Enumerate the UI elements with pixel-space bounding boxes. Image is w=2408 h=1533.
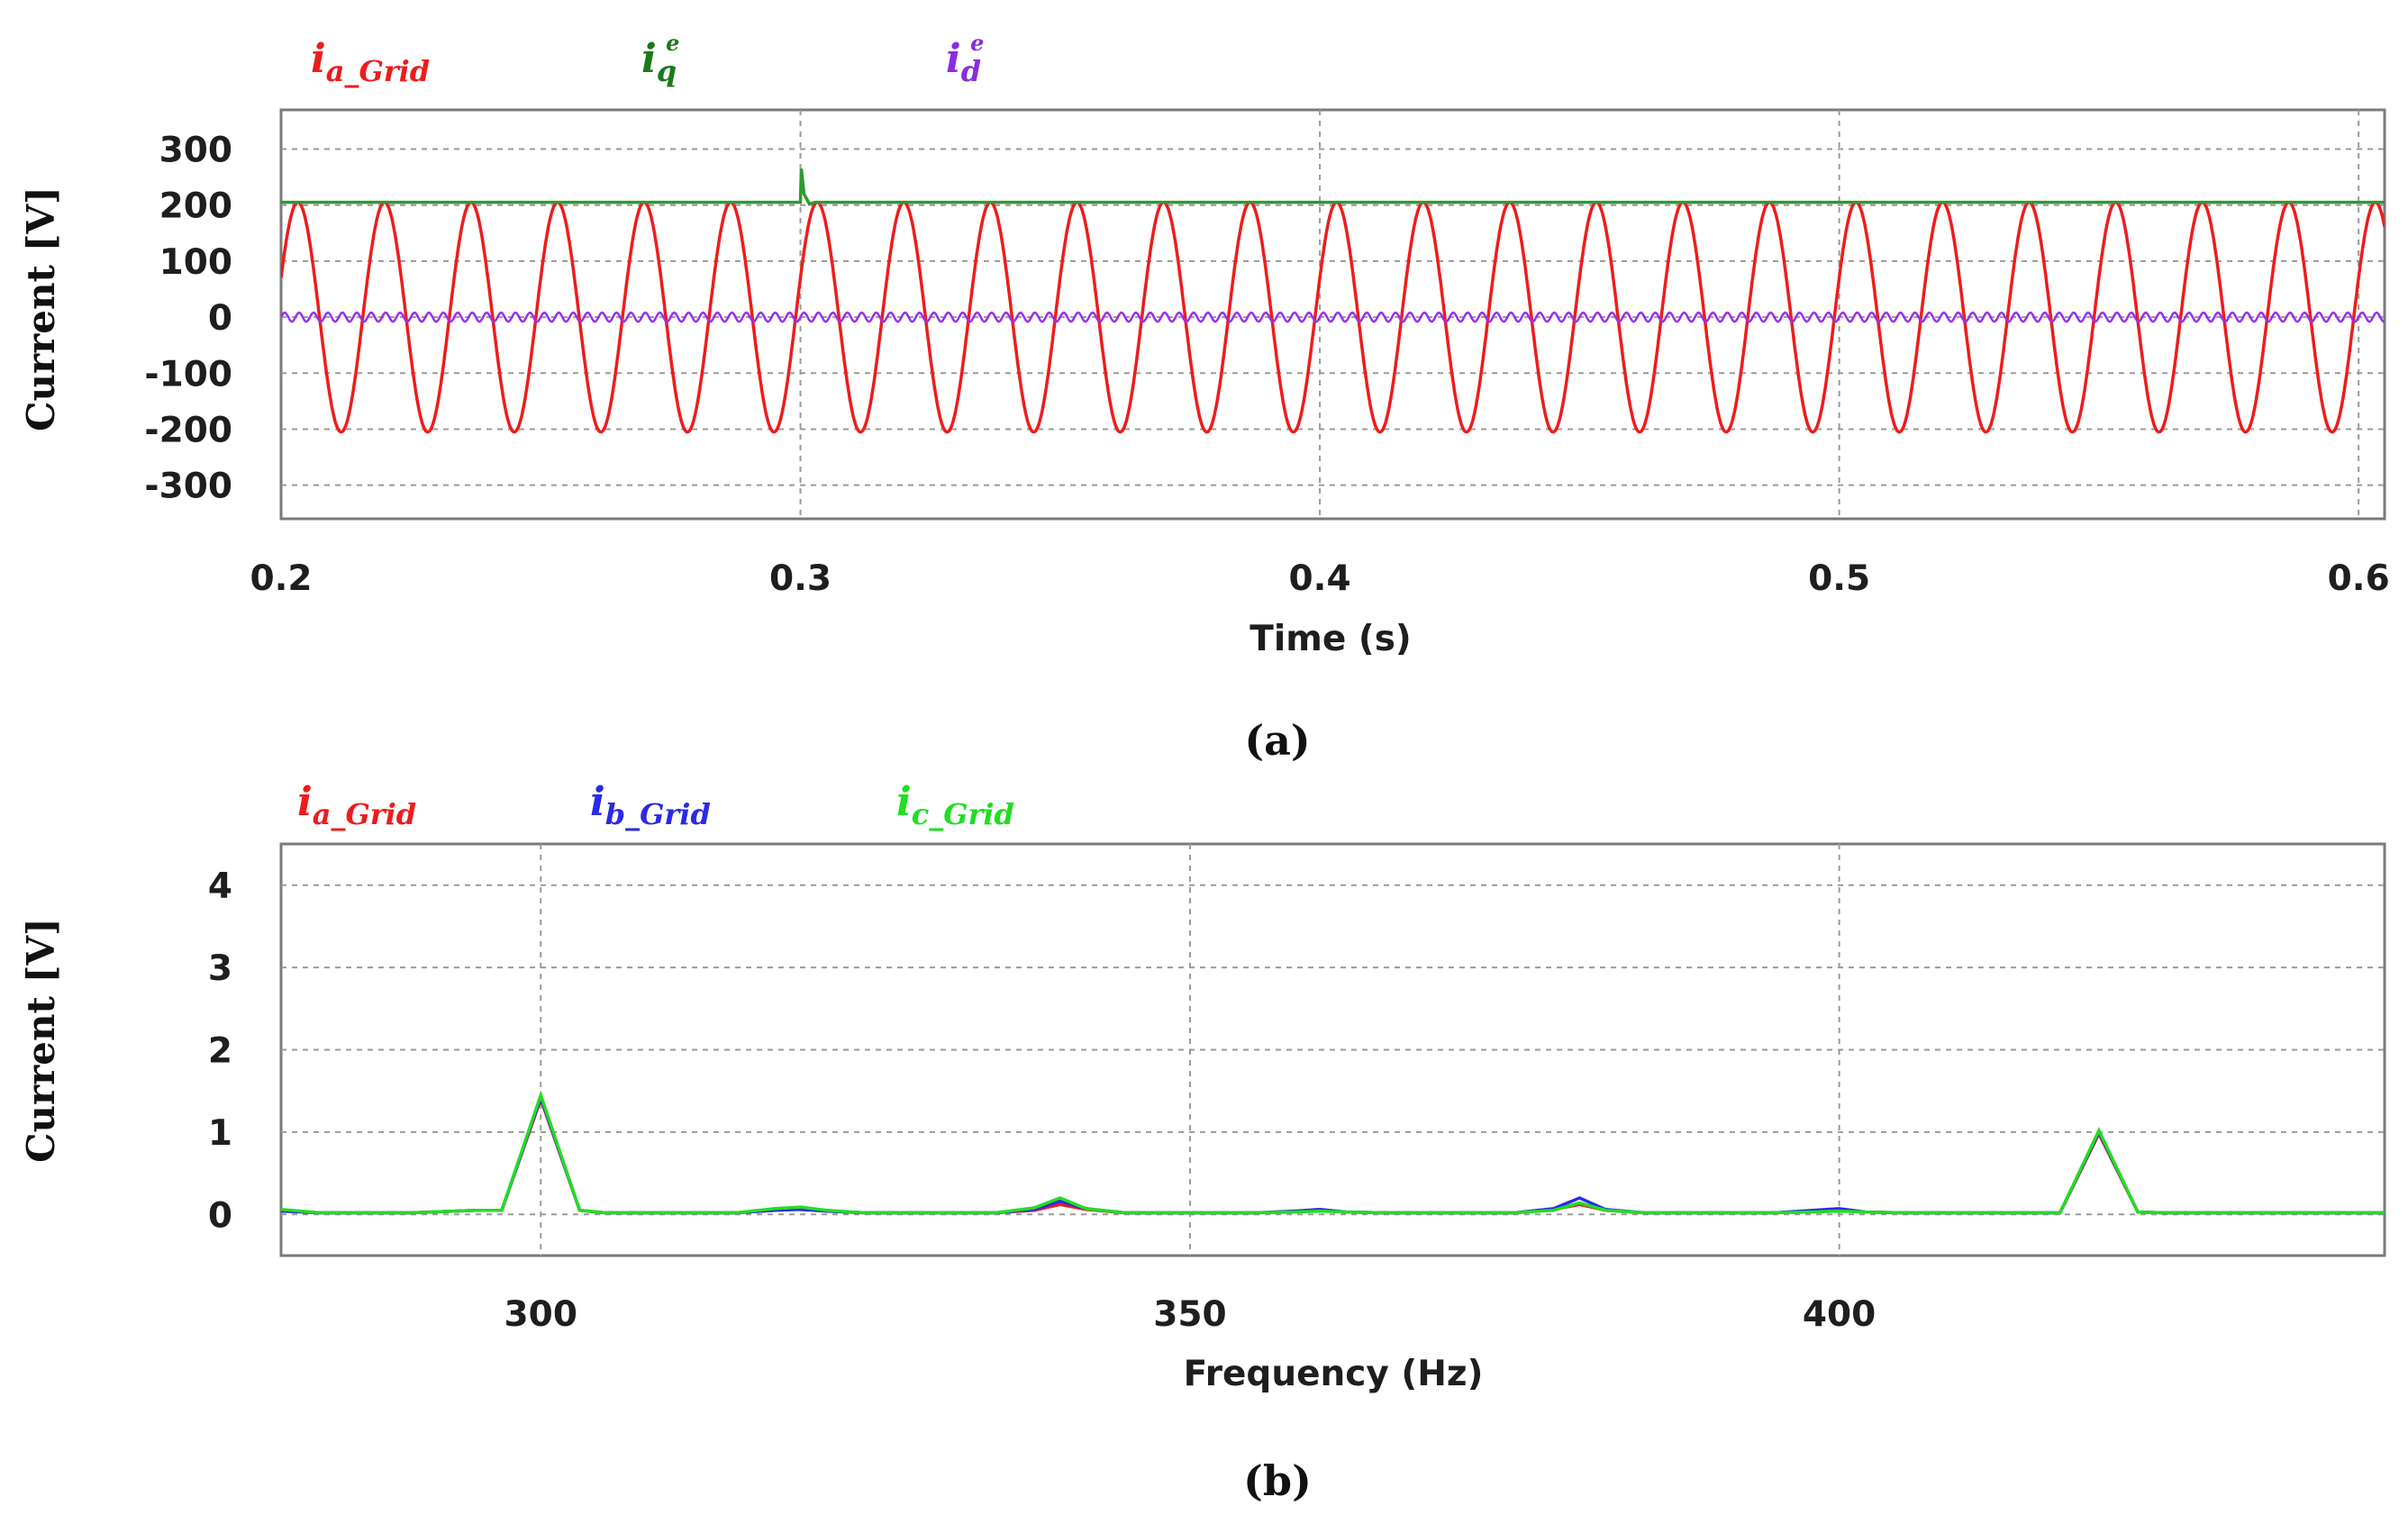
y-tick-label: 2 — [208, 1031, 232, 1072]
legend-subscript: d — [961, 54, 981, 88]
legend-item-0: ia_Grid — [311, 36, 430, 88]
legend-main: i — [641, 36, 657, 82]
legend-subscript: b_Grid — [605, 797, 711, 831]
x-tick-label: 0.5 — [1808, 558, 1870, 599]
y-ticks-b: 4 3 2 1 0 — [208, 866, 232, 1237]
y-tick-label: 4 — [208, 866, 232, 907]
caption-b: (b) — [1243, 1456, 1312, 1505]
y-tick-label: 1 — [208, 1113, 232, 1154]
y-axis-title-b: Current [V] — [19, 918, 63, 1163]
y-ticks-a: 300 200 100 0 -100 -200 -300 — [144, 131, 232, 507]
x-ticks-b: 300 350 400 — [504, 1294, 1876, 1335]
series-line-id_e — [281, 311, 2385, 323]
x-axis-title-a: Time (s) — [1249, 619, 1412, 659]
grid-b — [281, 844, 2385, 1256]
y-tick-label: -300 — [144, 467, 232, 507]
series-line-ic_Grid — [281, 1090, 2385, 1215]
legend-b: ia_Grid ib_Grid ic_Grid — [297, 779, 1014, 831]
x-tick-label: 350 — [1153, 1294, 1226, 1335]
legend-subscript: a_Grid — [326, 54, 430, 88]
legend-main: i — [590, 779, 605, 825]
x-tick-label: 0.6 — [2328, 558, 2390, 599]
x-tick-label: 400 — [1803, 1294, 1876, 1335]
x-tick-label: 0.4 — [1289, 558, 1351, 599]
legend-main: i — [896, 779, 912, 825]
legend-main: i — [297, 779, 313, 825]
grid-a — [281, 110, 2385, 519]
y-tick-label: 0 — [208, 298, 232, 339]
series-line-ia_Grid — [281, 200, 2385, 434]
legend-item-2: ic_Grid — [896, 779, 1014, 831]
x-tick-label: 0.3 — [769, 558, 831, 599]
y-tick-label: 100 — [159, 242, 232, 283]
legend-subscript: a_Grid — [313, 797, 416, 831]
x-tick-label: 0.2 — [250, 558, 312, 599]
series-line-iq_e — [281, 168, 2385, 206]
series-b — [281, 1090, 2385, 1215]
x-tick-label: 300 — [504, 1294, 577, 1335]
series-a — [281, 168, 2385, 434]
y-tick-label: 0 — [208, 1195, 232, 1236]
y-tick-label: 3 — [208, 948, 232, 989]
y-tick-label: -100 — [144, 354, 232, 395]
caption-a: (a) — [1244, 716, 1310, 765]
y-tick-label: 300 — [159, 131, 232, 171]
y-axis-title-a: Current [V] — [19, 186, 63, 431]
legend-a: ia_Grid iqe ide — [311, 30, 984, 88]
legend-item-1: ib_Grid — [590, 779, 711, 831]
legend-item-0: ia_Grid — [297, 779, 416, 831]
y-tick-label: 200 — [159, 186, 232, 227]
legend-subscript: q — [657, 54, 677, 88]
plot-area-a — [279, 108, 2386, 521]
x-ticks-a: 0.2 0.3 0.4 0.5 0.6 — [250, 558, 2389, 599]
legend-main: i — [946, 36, 961, 82]
legend-subscript: c_Grid — [912, 797, 1014, 831]
legend-superscript: e — [970, 30, 984, 56]
legend-superscript: e — [666, 30, 679, 56]
legend-item-2: ide — [946, 30, 984, 88]
legend-item-1: iqe — [641, 30, 679, 88]
legend-main: i — [311, 36, 326, 82]
x-axis-title-b: Frequency (Hz) — [1184, 1354, 1484, 1394]
y-tick-label: -200 — [144, 410, 232, 450]
